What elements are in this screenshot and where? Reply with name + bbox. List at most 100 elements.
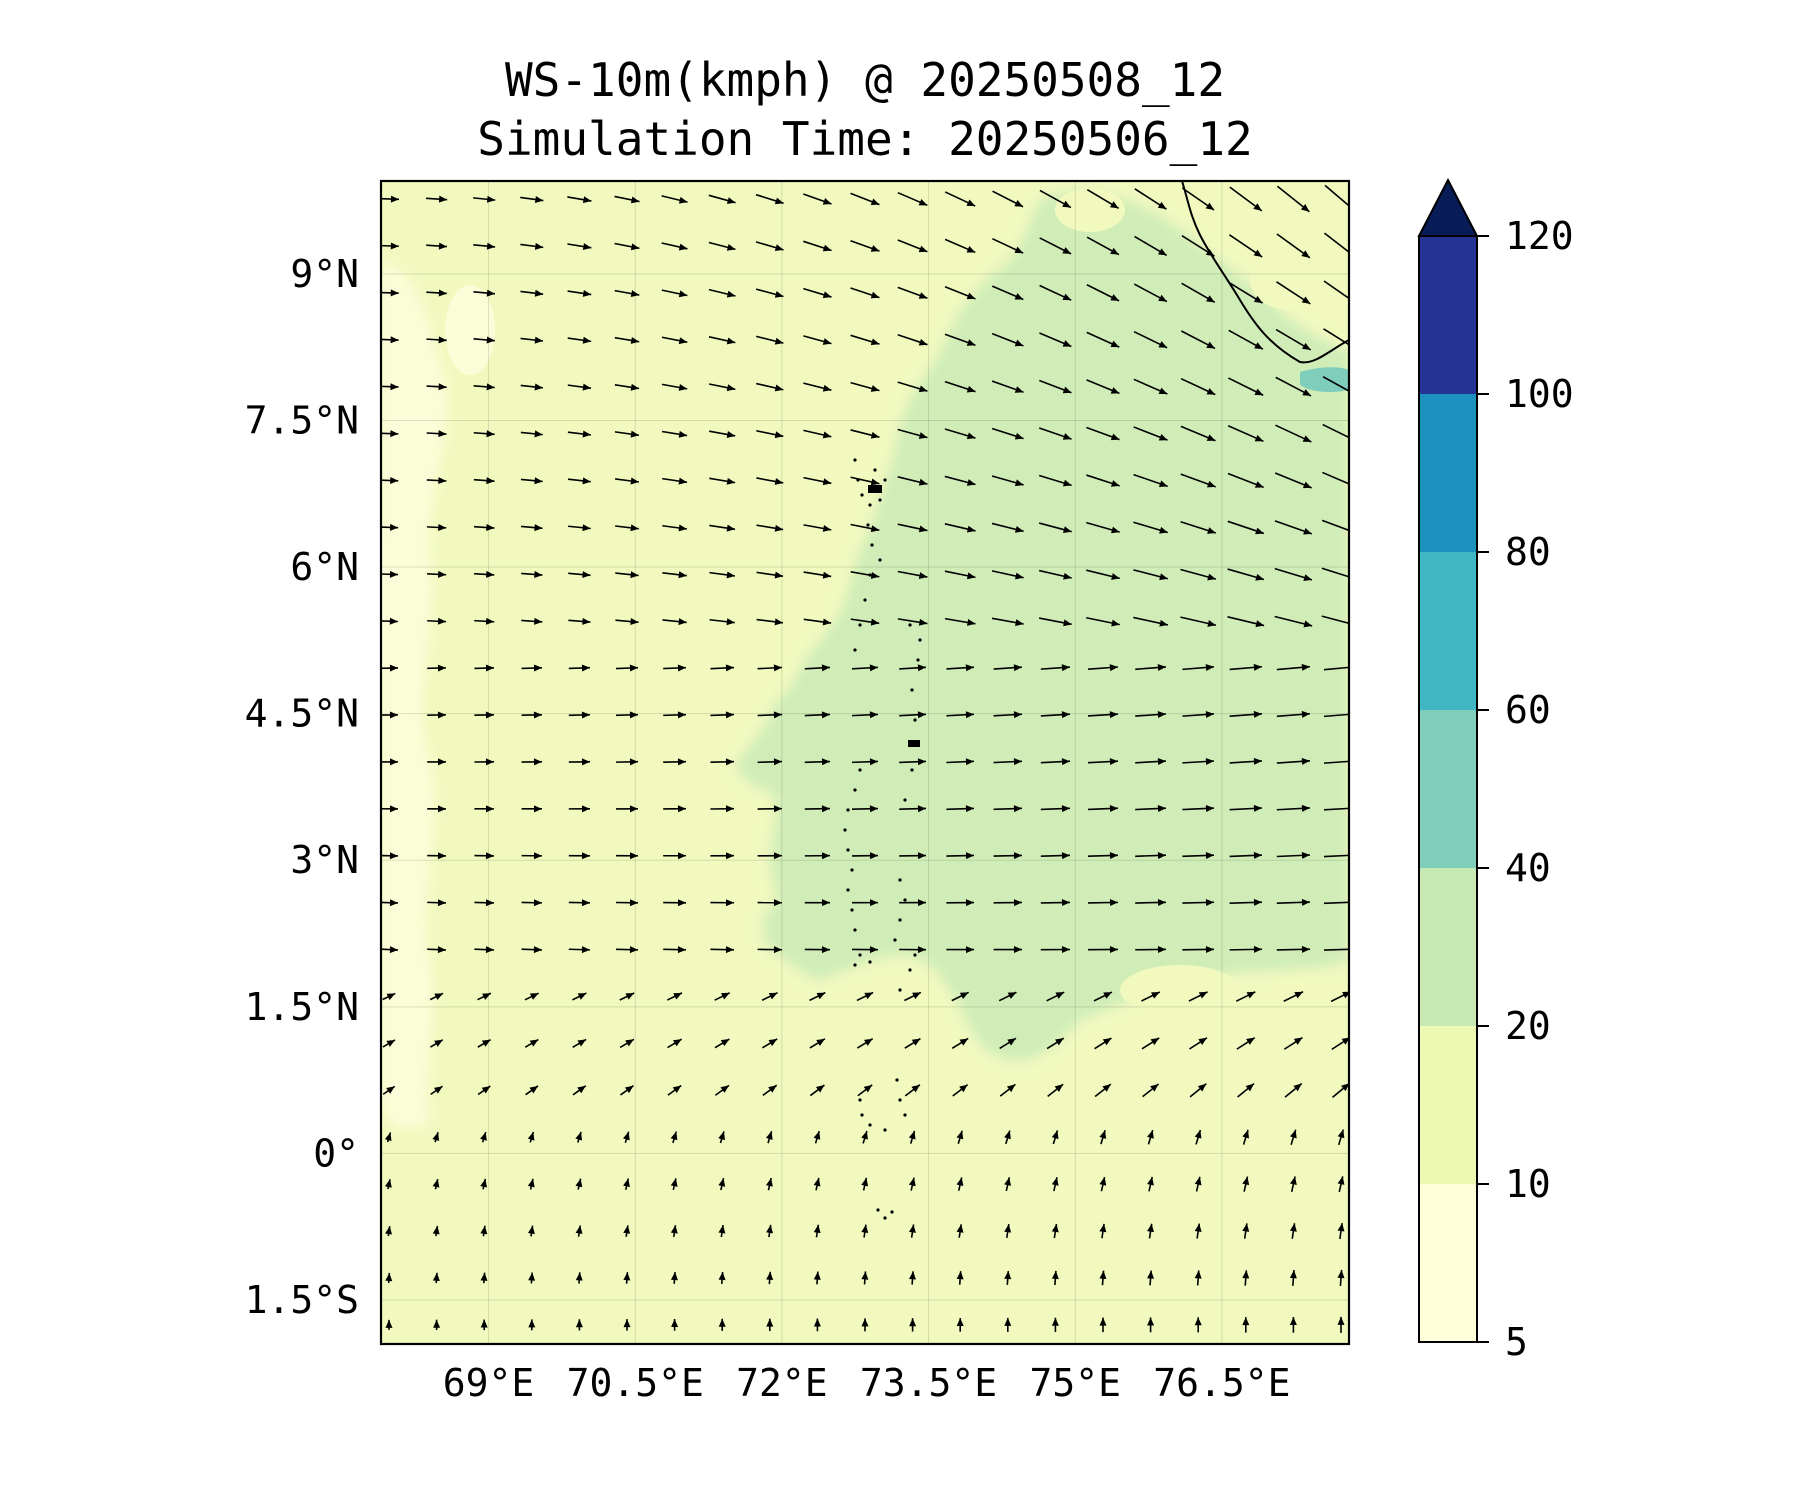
atoll-dot (858, 623, 862, 627)
wind-arrow (1283, 990, 1304, 1002)
wind-arrow (615, 664, 639, 672)
wind-arrow (614, 242, 640, 251)
wind-arrow (991, 285, 1024, 301)
wind-arrow (856, 1038, 874, 1049)
wind-arrow (1180, 616, 1217, 627)
wind-arrow (993, 711, 1023, 719)
wind-arrow (661, 430, 688, 438)
wind-arrow (615, 571, 639, 579)
atoll-dot (895, 1078, 899, 1082)
wind-arrow (477, 1038, 491, 1048)
wind-arrow (1135, 898, 1167, 906)
coastline (1181, 181, 1349, 364)
wind-arrow (1289, 1223, 1297, 1239)
wind-arrow (1087, 805, 1119, 813)
wind-arrow (521, 711, 543, 719)
atoll-dot (863, 598, 867, 602)
lat-tick-label: 6°N (290, 545, 359, 589)
wind-arrow (993, 758, 1023, 766)
wind-arrow (944, 428, 976, 440)
wind-arrow (381, 946, 399, 954)
wind-arrow (944, 570, 976, 580)
wind-arrow (567, 243, 592, 251)
wind-arrow (993, 852, 1023, 860)
wind-arrow (473, 336, 495, 344)
wind-arrow (1332, 1082, 1349, 1098)
wind-arrow (1038, 617, 1072, 627)
wind-arrow (575, 1319, 583, 1331)
wind-arrow (1274, 472, 1312, 489)
wind-arrow (1004, 1224, 1012, 1239)
wind-arrow (804, 758, 831, 766)
wind-speed-field-20-40 (735, 191, 1349, 1061)
colorbar-tick-label: 20 (1505, 1004, 1551, 1048)
wind-arrow (1322, 423, 1349, 439)
wind-speed-field-patches (1055, 188, 1330, 1015)
wind-vectors (381, 184, 1349, 1333)
colorbar-frame (1418, 235, 1478, 1343)
lon-tick-label: 76.5°E (1153, 1361, 1290, 1405)
wind-arrow (756, 524, 784, 532)
wind-arrow (944, 523, 976, 533)
wind-arrow (1087, 711, 1119, 719)
wind-arrow (718, 1131, 725, 1144)
wind-arrow (381, 336, 399, 344)
wind-arrow (1229, 663, 1263, 671)
wind-arrow (1236, 1036, 1256, 1050)
colorbar-tick-label: 120 (1505, 214, 1574, 258)
colorbar-tick-label: 80 (1505, 530, 1551, 574)
wind-arrow (1039, 379, 1072, 394)
wind-arrow (755, 193, 784, 205)
wind-arrow (946, 664, 975, 672)
atoll-dot (868, 503, 872, 507)
wind-arrow (1147, 1223, 1154, 1239)
atoll-dot (846, 848, 850, 852)
atoll-dot (870, 543, 874, 547)
wind-arrow (623, 1178, 630, 1190)
wind-arrow (850, 381, 880, 392)
wind-arrow (426, 195, 448, 203)
wind-arrow (1194, 1129, 1202, 1145)
atoll-dot (873, 468, 877, 472)
wind-arrow (480, 1272, 488, 1284)
wind-arrow (804, 805, 831, 813)
wind-arrow (1229, 710, 1263, 718)
wind-arrow (426, 336, 447, 344)
wind-arrow (991, 427, 1024, 440)
wind-arrow (426, 477, 447, 485)
wind-arrow (944, 191, 976, 207)
wind-arrow (567, 383, 592, 391)
wind-arrow (473, 289, 496, 297)
wind-arrow (1051, 1130, 1059, 1145)
wind-arrow (1322, 471, 1349, 485)
wind-arrow (766, 1271, 774, 1285)
wind-arrow (521, 852, 543, 860)
wind-arrow (670, 1272, 678, 1284)
wind-arrow (615, 618, 639, 626)
wind-arrow (520, 524, 543, 532)
wind-arrow (1087, 758, 1119, 766)
wind-arrow (1227, 568, 1265, 581)
wind-arrow (709, 618, 735, 626)
wind-arrow (1194, 1223, 1202, 1239)
wind-arrow (1290, 1129, 1297, 1145)
wind-arrow (381, 852, 399, 860)
wind-arrow (1276, 710, 1311, 718)
wind-arrow (813, 1130, 821, 1144)
wind-arrow (1181, 187, 1215, 211)
wind-arrow (662, 618, 687, 626)
wind-arrow (480, 1225, 488, 1237)
wind-arrow (999, 1037, 1017, 1050)
atoll-dot (898, 1098, 902, 1102)
wind-arrow (897, 286, 928, 299)
wind-arrow (803, 382, 832, 392)
wind-arrow (1229, 804, 1263, 812)
wind-arrow (1284, 1082, 1303, 1098)
wind-arrow (1038, 474, 1072, 487)
wind-arrow (803, 287, 832, 299)
wind-arrow (908, 1130, 916, 1144)
wind-arrow (575, 1225, 583, 1237)
lon-tick-label: 70.5°E (567, 1361, 704, 1405)
wind-arrow (615, 758, 639, 766)
wind-arrow (710, 711, 735, 719)
